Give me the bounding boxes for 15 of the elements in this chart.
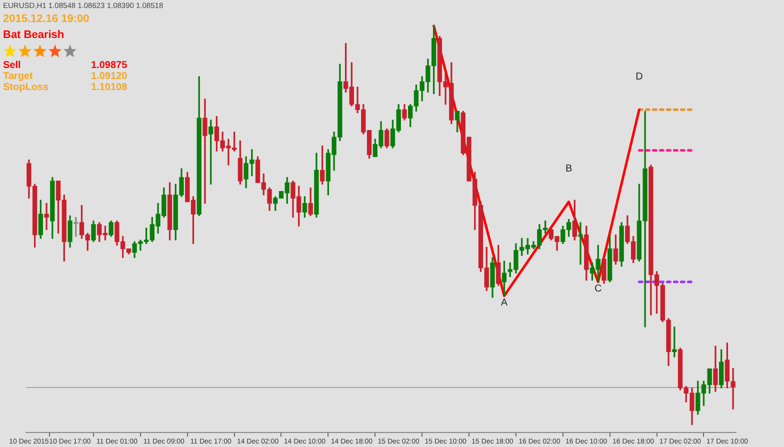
candlestick	[202, 98, 208, 204]
candlestick	[578, 222, 583, 265]
annotation: 1.09875	[91, 60, 128, 71]
annotation: 1.10108	[91, 82, 128, 93]
candlestick	[44, 203, 49, 230]
annotation: StopLoss	[3, 82, 50, 93]
annotation: Bat Bearish	[3, 28, 66, 43]
annotation: C	[594, 284, 602, 295]
annotation: D	[636, 71, 643, 82]
annotation: 1.09120	[91, 71, 128, 82]
annotation: Target	[3, 71, 34, 82]
text: 2015.12.16 19:00	[3, 12, 90, 27]
annotation: B	[565, 164, 572, 175]
text: Sell	[3, 60, 22, 71]
annotation: A	[500, 298, 508, 309]
